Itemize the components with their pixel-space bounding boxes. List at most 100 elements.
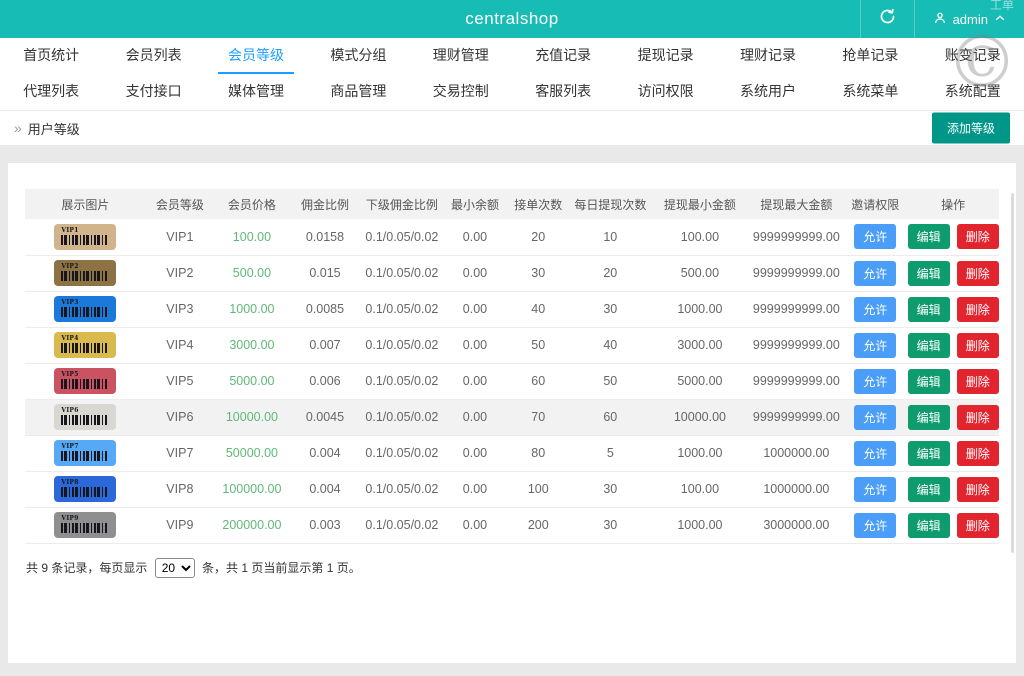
cell-withdraw-max: 1000000.00	[749, 435, 844, 472]
cell-min-balance: 0.00	[443, 255, 507, 292]
nav-tab-交易控制[interactable]: 交易控制	[432, 83, 489, 99]
table-row: VIP6 VIP6 10000.00 0.0045 0.1/0.05/0.02 …	[25, 399, 999, 436]
nav-tab-客服列表[interactable]: 客服列表	[535, 83, 592, 99]
edit-button[interactable]: 编辑	[907, 332, 950, 358]
per-page-select[interactable]: 20	[154, 557, 195, 578]
delete-button[interactable]: 删除	[956, 296, 999, 322]
nav-tab-系统菜单[interactable]: 系统菜单	[842, 83, 899, 99]
nav-row-2: 代理列表 支付接口 媒体管理 商品管理 交易控制 客服列表 访问权限 系统用户 …	[0, 74, 1024, 110]
cell-withdraw-min: 100.00	[650, 219, 750, 256]
invite-allow-button[interactable]: 允许	[854, 260, 897, 286]
delete-button[interactable]: 删除	[956, 440, 999, 466]
cell-sub-commission: 0.1/0.05/0.02	[360, 291, 444, 328]
edit-button[interactable]: 编辑	[907, 440, 950, 466]
column-header: 邀请权限	[843, 189, 908, 219]
cell-order-count: 80	[506, 435, 571, 472]
nav-tab-充值记录[interactable]: 充值记录	[535, 47, 592, 63]
levels-table: 展示图片 会员等级 会员价格 佣金比例 下级佣金比例 最小余额 接单次数 每日提现次数 提现最小…	[25, 189, 999, 544]
vip-card-label: VIP8	[61, 479, 79, 486]
edit-button[interactable]: 编辑	[907, 224, 950, 250]
cell-member-price: 5000.00	[213, 363, 290, 400]
chevron-up-icon	[994, 12, 1006, 27]
cell-min-balance: 0.00	[443, 219, 507, 256]
nav-tab-系统配置[interactable]: 系统配置	[944, 83, 1001, 99]
edit-button[interactable]: 编辑	[907, 368, 950, 394]
nav-tab-会员列表[interactable]: 会员列表	[125, 47, 182, 63]
invite-allow-button[interactable]: 允许	[854, 368, 897, 394]
nav-tab-媒体管理[interactable]: 媒体管理	[227, 83, 284, 99]
cell-member-price: 200000.00	[213, 507, 290, 544]
vip-card-label: VIP6	[61, 407, 79, 414]
nav-tab-模式分组[interactable]: 模式分组	[330, 47, 387, 63]
table-row: VIP5 VIP5 5000.00 0.006 0.1/0.05/0.02 0.…	[25, 363, 999, 400]
invite-allow-button[interactable]: 允许	[854, 296, 897, 322]
table-row: VIP7 VIP7 50000.00 0.004 0.1/0.05/0.02 0…	[25, 435, 999, 472]
table-row: VIP4 VIP4 3000.00 0.007 0.1/0.05/0.02 0.…	[25, 327, 999, 364]
cell-min-balance: 0.00	[443, 327, 507, 364]
table-row: VIP2 VIP2 500.00 0.015 0.1/0.05/0.02 0.0…	[25, 255, 999, 292]
cell-sub-commission: 0.1/0.05/0.02	[360, 327, 444, 364]
vip-card-image: VIP9	[54, 512, 117, 538]
nav-tab-理财记录[interactable]: 理财记录	[739, 47, 796, 63]
delete-button[interactable]: 删除	[956, 368, 999, 394]
cell-order-count: 100	[506, 471, 571, 508]
edit-button[interactable]: 编辑	[907, 404, 950, 430]
edit-button[interactable]: 编辑	[907, 512, 950, 538]
delete-button[interactable]: 删除	[956, 332, 999, 358]
invite-allow-button[interactable]: 允许	[854, 440, 897, 466]
nav-tab-商品管理[interactable]: 商品管理	[330, 83, 387, 99]
vip-card-label: VIP9	[61, 515, 79, 522]
content-panel: 展示图片 会员等级 会员价格 佣金比例 下级佣金比例 最小余额 接单次数 每日提现次数 提现最小…	[8, 163, 1016, 663]
vip-card-label: VIP7	[61, 443, 79, 450]
nav-tab-账变记录[interactable]: 账变记录	[944, 47, 1001, 63]
cell-daily-withdrawals: 60	[570, 399, 651, 436]
nav-tab-代理列表[interactable]: 代理列表	[23, 83, 80, 99]
column-header: 下级佣金比例	[360, 189, 444, 219]
vip-card-image: VIP5	[54, 368, 117, 394]
delete-button[interactable]: 删除	[956, 260, 999, 286]
invite-allow-button[interactable]: 允许	[854, 512, 897, 538]
delete-button[interactable]: 删除	[956, 476, 999, 502]
edit-button[interactable]: 编辑	[907, 476, 950, 502]
vip-card-image: VIP8	[54, 476, 117, 502]
cell-withdraw-min: 500.00	[650, 255, 750, 292]
admin-menu[interactable]: admin	[913, 0, 1024, 38]
vip-card-label: VIP3	[61, 299, 79, 306]
nav-tab-系统用户[interactable]: 系统用户	[739, 83, 796, 99]
cell-withdraw-min: 1000.00	[650, 435, 750, 472]
cell-sub-commission: 0.1/0.05/0.02	[360, 435, 444, 472]
delete-button[interactable]: 删除	[956, 224, 999, 250]
vip-card-label: VIP2	[61, 263, 79, 270]
nav-tab-抢单记录[interactable]: 抢单记录	[842, 47, 899, 63]
cell-member-price: 3000.00	[213, 327, 290, 364]
nav-tab-会员等级[interactable]: 会员等级	[205, 38, 307, 74]
invite-allow-button[interactable]: 允许	[854, 476, 897, 502]
nav-tab-提现记录[interactable]: 提现记录	[637, 47, 694, 63]
cell-sub-commission: 0.1/0.05/0.02	[360, 219, 444, 256]
delete-button[interactable]: 删除	[956, 404, 999, 430]
edit-button[interactable]: 编辑	[907, 260, 950, 286]
cell-commission-ratio: 0.004	[289, 435, 361, 472]
cell-order-count: 20	[506, 219, 571, 256]
table-header-row: 展示图片 会员等级 会员价格 佣金比例 下级佣金比例 最小余额 接单次数 每日提现次数 提现最小…	[25, 189, 999, 219]
invite-allow-button[interactable]: 允许	[854, 332, 897, 358]
invite-allow-button[interactable]: 允许	[854, 404, 897, 430]
invite-allow-button[interactable]: 允许	[854, 224, 897, 250]
nav-tab-访问权限[interactable]: 访问权限	[637, 83, 694, 99]
cell-daily-withdrawals: 30	[570, 291, 651, 328]
add-level-button[interactable]: 添加等级	[931, 112, 1010, 144]
nav-tab-理财管理[interactable]: 理财管理	[432, 47, 489, 63]
nav-tab-支付接口[interactable]: 支付接口	[125, 83, 182, 99]
cell-withdraw-max: 1000000.00	[749, 471, 844, 508]
cell-withdraw-max: 3000000.00	[749, 507, 844, 544]
cell-order-count: 50	[506, 327, 571, 364]
delete-button[interactable]: 删除	[956, 512, 999, 538]
scrollbar[interactable]	[1011, 193, 1014, 553]
top-bar: 工单 centralshop admin	[0, 0, 1024, 38]
refresh-button[interactable]	[859, 0, 914, 38]
cell-member-price: 50000.00	[213, 435, 290, 472]
cell-withdraw-min: 10000.00	[650, 399, 750, 436]
edit-button[interactable]: 编辑	[907, 296, 950, 322]
nav-tab-首页统计[interactable]: 首页统计	[23, 47, 80, 63]
barcode-icon	[61, 307, 108, 317]
